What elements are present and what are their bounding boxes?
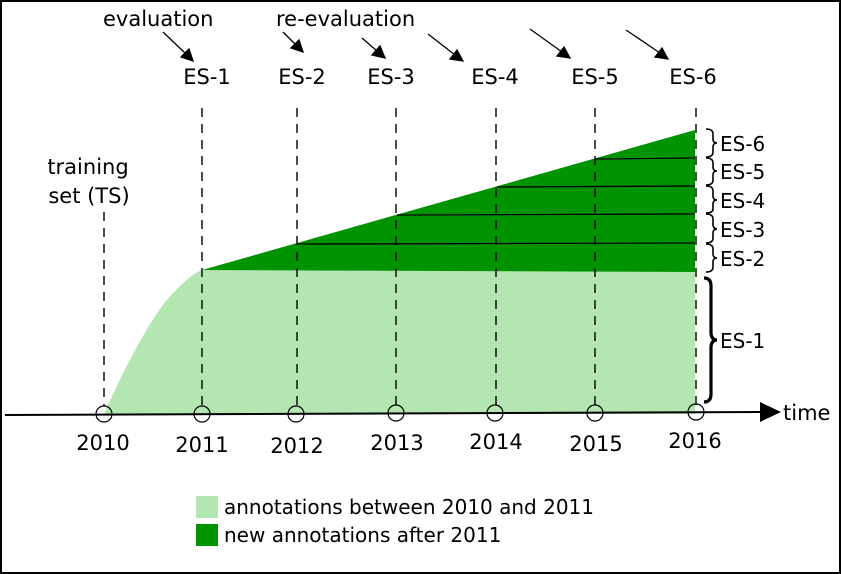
legend-label-new-annotations: new annotations after 2011: [224, 523, 501, 547]
year-marker-2011: [193, 405, 211, 423]
top-label-es-3: ES-3: [367, 65, 415, 89]
separator-es-5: [594, 157, 696, 160]
year-label-2011: 2011: [175, 433, 228, 457]
brace-label-es-6: ES-6: [720, 132, 765, 156]
pointer-arrows: [162, 28, 670, 63]
year-label-2012: 2012: [270, 434, 323, 458]
brace-es-3: [705, 213, 718, 244]
arrow-re-eval-3-head: [448, 48, 465, 62]
separator-es-3: [396, 213, 696, 216]
year-label-2015: 2015: [569, 432, 622, 456]
legend-swatch-old-annotations: [196, 496, 218, 518]
arrow-evaluation: [162, 31, 187, 55]
area-new-annotations-after-2011: [202, 130, 695, 272]
year-label-2016: 2016: [668, 429, 721, 453]
year-marker-2016: [687, 403, 705, 421]
arrow-re-eval-5-head: [653, 46, 670, 60]
arrow-re-eval-2: [361, 37, 378, 52]
top-label-es-4: ES-4: [471, 65, 519, 89]
arrow-re-eval-3: [427, 33, 456, 56]
training-set-label-line2: set (TS): [48, 184, 129, 208]
brace-es-4: [705, 185, 718, 214]
separator-es-4: [496, 185, 696, 188]
brace-es-2: [705, 243, 718, 273]
top-label-es-2: ES-2: [278, 65, 326, 89]
arrow-evaluation-head: [179, 47, 195, 63]
time-axis-label: time: [783, 401, 830, 425]
brace-label-es-1: ES-1: [720, 329, 765, 353]
legend-swatch-new-annotations: [196, 524, 218, 546]
brace-es-5: [705, 157, 718, 186]
arrow-re-eval-1-head: [289, 38, 305, 54]
year-dashed-lines: [103, 108, 697, 406]
brace-label-es-5: ES-5: [720, 160, 765, 184]
year-marker-2012: [287, 405, 305, 423]
brace-labels: ES-6 ES-5 ES-4 ES-3 ES-2 ES-1: [720, 132, 765, 353]
year-marker-2013: [387, 404, 405, 422]
year-label-2010: 2010: [76, 431, 129, 455]
top-label-es-5: ES-5: [571, 65, 619, 89]
legend-label-old-annotations: annotations between 2010 and 2011: [224, 495, 594, 519]
year-markers: [95, 403, 705, 423]
arrow-re-eval-1: [282, 31, 297, 46]
arrow-re-eval-4: [529, 28, 563, 53]
arrow-re-eval-2-head: [370, 44, 387, 59]
top-evaluation-set-labels: ES-1 ES-2 ES-3 ES-4 ES-5 ES-6: [183, 65, 717, 89]
year-labels: 2010 2011 2012 2013 2014 2015 2016: [76, 429, 721, 458]
evaluation-label: evaluation: [103, 7, 213, 31]
top-label-es-1: ES-1: [183, 65, 231, 89]
brace-label-es-3: ES-3: [720, 218, 765, 242]
arrow-re-eval-4-head: [555, 45, 572, 59]
time-axis: [4, 411, 763, 416]
brace-label-es-4: ES-4: [720, 189, 765, 213]
year-label-2014: 2014: [469, 430, 522, 454]
year-marker-2010: [95, 405, 113, 423]
brace-es-6: [705, 128, 718, 158]
training-set-label: training set (TS): [47, 155, 129, 208]
area-annotations-2010-2011: [104, 270, 695, 414]
legend: annotations between 2010 and 2011 new an…: [196, 495, 594, 547]
arrow-re-eval-5: [625, 29, 661, 54]
training-set-label-line1: training: [47, 155, 128, 179]
year-marker-2014: [486, 404, 504, 422]
top-label-es-6: ES-6: [669, 65, 717, 89]
brace-label-es-2: ES-2: [720, 247, 765, 271]
brace-es-1: [703, 276, 718, 404]
re-evaluation-label: re-evaluation: [276, 7, 415, 31]
year-label-2013: 2013: [370, 431, 423, 455]
evaluation-set-braces: [705, 128, 718, 273]
year-marker-2015: [586, 404, 604, 422]
time-axis-arrowhead: [760, 402, 781, 422]
